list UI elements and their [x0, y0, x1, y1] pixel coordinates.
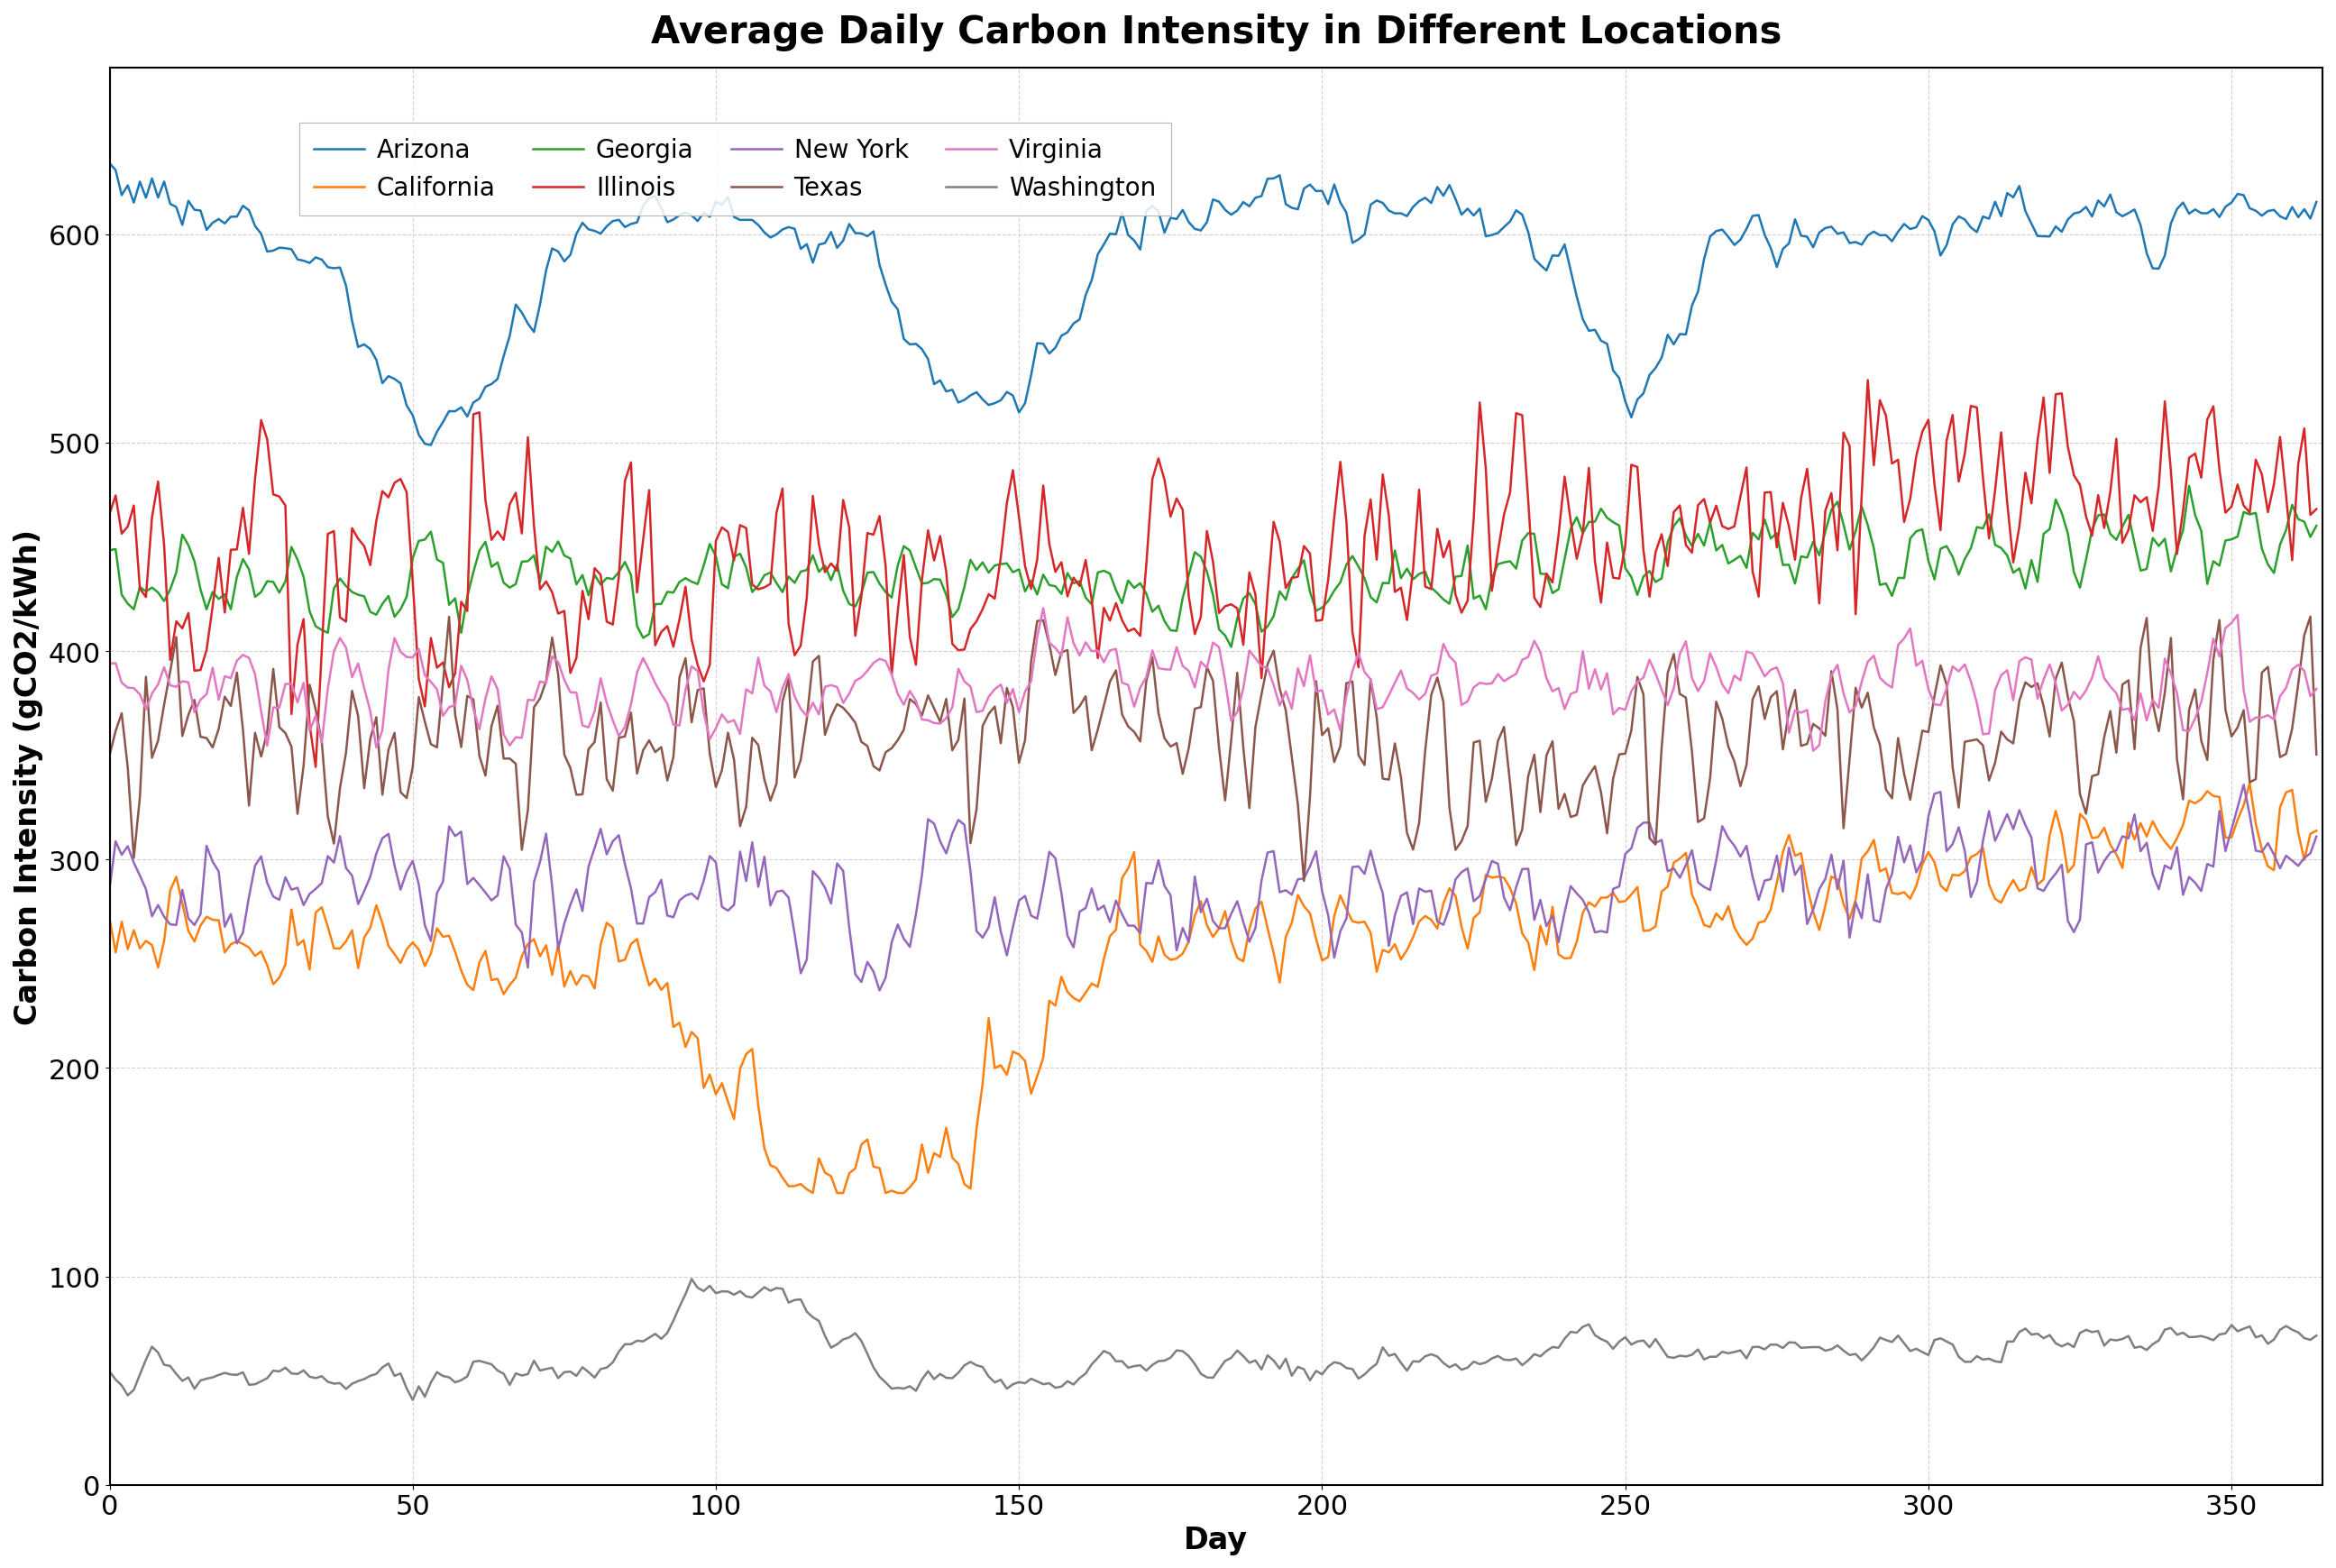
- Line: New York: New York: [110, 786, 2317, 991]
- Virginia: [701, 720, 729, 739]
- Line: Georgia: Georgia: [110, 486, 2317, 648]
- Arizona: [708, 196, 736, 215]
- Arizona: [2303, 193, 2331, 212]
- Line: Texas: Texas: [110, 618, 2317, 881]
- Texas: [1993, 731, 2021, 750]
- Washington: [1000, 1375, 1028, 1394]
- Illinois: [708, 519, 736, 538]
- Legend: Arizona, California, Georgia, Illinois, New York, Texas, Virginia, Washington: Arizona, California, Georgia, Illinois, …: [299, 124, 1170, 216]
- New York: [867, 982, 895, 1000]
- Arizona: [2205, 209, 2233, 227]
- Line: Arizona: Arizona: [110, 165, 2317, 445]
- California: [2205, 789, 2233, 808]
- Virginia: [2212, 619, 2240, 638]
- California: [2236, 775, 2264, 793]
- California: [563, 975, 591, 994]
- New York: [2303, 828, 2331, 847]
- Washington: [715, 1283, 743, 1301]
- California: [2303, 822, 2331, 840]
- Texas: [701, 778, 729, 797]
- New York: [563, 880, 591, 898]
- Washington: [677, 1270, 705, 1289]
- Illinois: [2303, 500, 2331, 519]
- Georgia: [2303, 517, 2331, 536]
- Georgia: [1217, 638, 1245, 657]
- New York: [993, 946, 1021, 964]
- Georgia: [2212, 532, 2240, 550]
- Georgia: [1993, 547, 2021, 566]
- Texas: [986, 734, 1014, 753]
- Illinois: [2000, 554, 2028, 572]
- Georgia: [974, 564, 1002, 583]
- California: [799, 1184, 827, 1203]
- Arizona: [416, 436, 444, 455]
- Arizona: [993, 383, 1021, 401]
- California: [981, 1058, 1009, 1077]
- California: [1993, 881, 2021, 900]
- New York: [2229, 776, 2257, 795]
- Washington: [2212, 1323, 2240, 1342]
- Line: Virginia: Virginia: [110, 608, 2317, 751]
- Virginia: [1799, 742, 1827, 760]
- Texas: [563, 786, 591, 804]
- Illinois: [2212, 503, 2240, 522]
- New York: [1993, 806, 2021, 825]
- Illinois: [981, 590, 1009, 608]
- Virginia: [986, 676, 1014, 695]
- Texas: [2205, 612, 2233, 630]
- Georgia: [2175, 477, 2203, 495]
- New York: [981, 889, 1009, 908]
- Y-axis label: Carbon Intensity (gCO2/kWh): Carbon Intensity (gCO2/kWh): [14, 528, 44, 1024]
- Arizona: [568, 215, 596, 234]
- Virginia: [974, 688, 1002, 707]
- Line: California: California: [110, 784, 2317, 1193]
- California: [96, 909, 124, 928]
- Virginia: [2000, 691, 2028, 710]
- Texas: [1289, 872, 1318, 891]
- Washington: [986, 1370, 1014, 1389]
- Georgia: [563, 575, 591, 594]
- Title: Average Daily Carbon Intensity in Different Locations: Average Daily Carbon Intensity in Differ…: [649, 14, 1782, 52]
- New York: [96, 880, 124, 898]
- Georgia: [701, 547, 729, 566]
- Arizona: [981, 395, 1009, 414]
- Arizona: [1993, 185, 2021, 204]
- Georgia: [96, 541, 124, 560]
- Line: Illinois: Illinois: [110, 381, 2317, 767]
- Washington: [2000, 1333, 2028, 1352]
- Illinois: [96, 505, 124, 524]
- Washington: [96, 1363, 124, 1381]
- Illinois: [1855, 372, 1883, 390]
- Washington: [2303, 1327, 2331, 1345]
- Virginia: [1030, 599, 1058, 618]
- New York: [701, 853, 729, 872]
- Texas: [2303, 745, 2331, 764]
- Illinois: [301, 757, 329, 776]
- Illinois: [993, 494, 1021, 513]
- Washington: [568, 1358, 596, 1377]
- Line: Washington: Washington: [110, 1279, 2317, 1400]
- Virginia: [2303, 681, 2331, 699]
- Arizona: [96, 155, 124, 174]
- Virginia: [96, 655, 124, 674]
- Illinois: [568, 582, 596, 601]
- X-axis label: Day: Day: [1184, 1524, 1247, 1554]
- New York: [2205, 801, 2233, 820]
- Virginia: [563, 684, 591, 702]
- California: [701, 1085, 729, 1104]
- Georgia: [986, 555, 1014, 574]
- Texas: [974, 706, 1002, 724]
- Texas: [96, 746, 124, 765]
- California: [993, 1066, 1021, 1085]
- Texas: [2296, 608, 2324, 627]
- Washington: [399, 1391, 427, 1410]
